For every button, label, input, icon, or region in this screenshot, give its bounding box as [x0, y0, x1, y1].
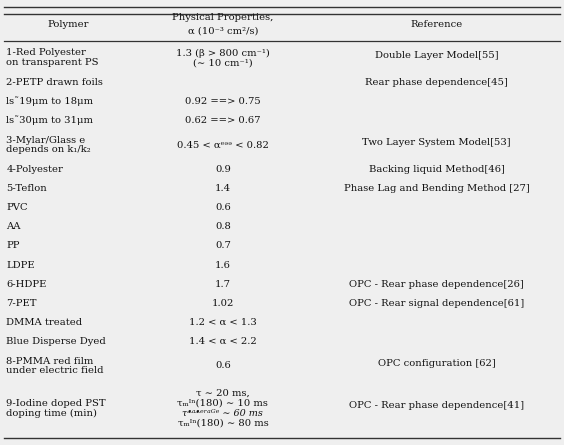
Text: 1.3 (β > 800 cm⁻¹): 1.3 (β > 800 cm⁻¹) — [176, 49, 270, 57]
Text: 0.9: 0.9 — [215, 165, 231, 174]
Text: 1.7: 1.7 — [215, 279, 231, 289]
Text: ls˜19μm to 18μm: ls˜19μm to 18μm — [6, 97, 94, 106]
Text: (∼ 10 cm⁻¹): (∼ 10 cm⁻¹) — [193, 58, 253, 67]
Text: 8-PMMA red film: 8-PMMA red film — [6, 356, 94, 365]
Text: Blue Disperse Dyed: Blue Disperse Dyed — [6, 337, 106, 346]
Text: 0.92 ==> 0.75: 0.92 ==> 0.75 — [185, 97, 261, 106]
Text: 7-PET: 7-PET — [6, 299, 37, 307]
Text: 9-Iodine doped PST: 9-Iodine doped PST — [6, 399, 106, 408]
Text: 0.7: 0.7 — [215, 242, 231, 251]
Text: ls˜30μm to 31μm: ls˜30μm to 31μm — [6, 116, 93, 125]
Text: Phase Lag and Bending Method [27]: Phase Lag and Bending Method [27] — [344, 184, 530, 193]
Text: Physical Properties,: Physical Properties, — [172, 13, 274, 22]
Text: 2-PETP drawn foils: 2-PETP drawn foils — [6, 78, 103, 87]
Text: DMMA treated: DMMA treated — [6, 318, 82, 327]
Text: τₘᴵⁿ(180) ∼ 10 ms: τₘᴵⁿ(180) ∼ 10 ms — [178, 399, 268, 408]
Text: τ ∼ 20 ms,: τ ∼ 20 ms, — [196, 389, 250, 398]
Text: doping time (min): doping time (min) — [6, 409, 98, 417]
Text: 1.6: 1.6 — [215, 260, 231, 270]
Text: 0.6: 0.6 — [215, 203, 231, 212]
Text: Two Layer System Model[53]: Two Layer System Model[53] — [363, 138, 511, 147]
Text: under electric field: under electric field — [6, 366, 104, 375]
Text: PVC: PVC — [6, 203, 28, 212]
Text: 1.4 < α < 2.2: 1.4 < α < 2.2 — [189, 337, 257, 346]
Text: AA: AA — [6, 222, 21, 231]
Text: 1.2 < α < 1.3: 1.2 < α < 1.3 — [189, 318, 257, 327]
Text: 1-Red Polyester: 1-Red Polyester — [6, 49, 86, 57]
Text: Polymer: Polymer — [47, 20, 89, 29]
Text: 4-Polyester: 4-Polyester — [6, 165, 63, 174]
Text: Reference: Reference — [411, 20, 463, 29]
Text: Backing liquid Method[46]: Backing liquid Method[46] — [369, 165, 505, 174]
Text: 0.6: 0.6 — [215, 361, 231, 370]
Text: on transparent PS: on transparent PS — [6, 58, 99, 67]
Text: 1.02: 1.02 — [212, 299, 234, 307]
Text: 6-HDPE: 6-HDPE — [6, 279, 47, 289]
Text: Rear phase dependence[45]: Rear phase dependence[45] — [365, 78, 508, 87]
Text: 3-Mylar/Glass e: 3-Mylar/Glass e — [6, 136, 86, 145]
Text: α (10⁻³ cm²/s): α (10⁻³ cm²/s) — [188, 26, 258, 35]
Text: 1.4: 1.4 — [215, 184, 231, 193]
Text: LDPE: LDPE — [6, 260, 35, 270]
Text: 5-Teflon: 5-Teflon — [6, 184, 47, 193]
Text: OPC configuration [62]: OPC configuration [62] — [378, 359, 496, 368]
Text: OPC - Rear phase dependence[41]: OPC - Rear phase dependence[41] — [349, 401, 525, 410]
Text: 0.45 < αᵉᵊᵊ < 0.82: 0.45 < αᵉᵊᵊ < 0.82 — [177, 141, 269, 150]
Text: PP: PP — [6, 242, 20, 251]
Text: 0.62 ==> 0.67: 0.62 ==> 0.67 — [185, 116, 261, 125]
Text: Double Layer Model[55]: Double Layer Model[55] — [375, 51, 499, 60]
Text: depends on k₁/k₂: depends on k₁/k₂ — [6, 146, 91, 154]
Text: OPC - Rear signal dependence[61]: OPC - Rear signal dependence[61] — [349, 299, 525, 307]
Text: 0.8: 0.8 — [215, 222, 231, 231]
Text: OPC - Rear phase dependence[26]: OPC - Rear phase dependence[26] — [349, 279, 524, 289]
Text: τₘᴵⁿ(180) ∼ 80 ms: τₘᴵⁿ(180) ∼ 80 ms — [178, 418, 268, 427]
Text: τᵜᵃᵜᵉʳᵃᴳᵉ ∼ 60 ms: τᵜᵃᵜᵉʳᵃᴳᵉ ∼ 60 ms — [183, 409, 263, 417]
